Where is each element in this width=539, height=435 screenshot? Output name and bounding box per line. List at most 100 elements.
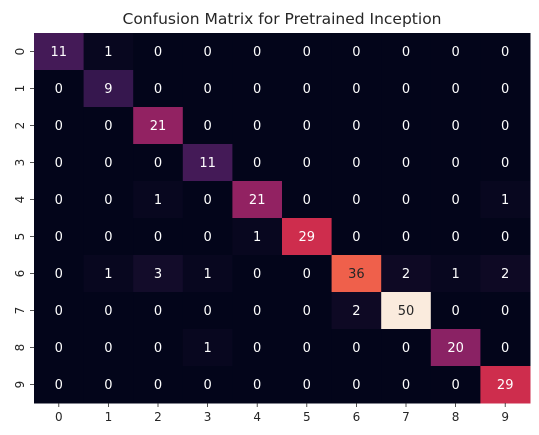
heatmap-cell-4-9	[480, 181, 531, 219]
heatmap-cell-1-1	[83, 70, 134, 108]
cell-value-5-8: 0	[451, 230, 459, 245]
heatmap-cell-9-4	[232, 366, 283, 404]
cell-value-0-9: 0	[501, 45, 509, 60]
heatmap-cell-8-1	[83, 329, 134, 367]
heatmap-cell-9-8	[430, 366, 481, 404]
cell-value-9-9: 29	[497, 378, 514, 393]
heatmap-cell-8-7	[381, 329, 432, 367]
heatmap-cell-0-5	[282, 33, 333, 71]
heatmap-cell-3-0	[34, 144, 85, 182]
heatmap-cell-8-4	[232, 329, 283, 367]
y-tick-label-7: 7	[13, 307, 27, 315]
cell-value-3-0: 0	[55, 156, 63, 171]
cell-value-7-9: 0	[501, 304, 509, 319]
heatmap-cell-7-1	[83, 292, 134, 330]
heatmap-cell-7-2	[133, 292, 184, 330]
heatmap-cell-6-3	[182, 255, 233, 293]
cell-value-2-6: 0	[352, 119, 360, 134]
cell-value-5-1: 0	[104, 230, 112, 245]
heatmap-cell-9-2	[133, 366, 184, 404]
cell-value-3-1: 0	[104, 156, 112, 171]
heatmap-cell-2-3	[182, 107, 233, 145]
heatmap-cell-9-3	[182, 366, 233, 404]
cell-value-5-4: 1	[253, 230, 261, 245]
cell-value-9-4: 0	[253, 378, 261, 393]
cell-value-6-4: 0	[253, 267, 261, 282]
cell-value-4-3: 0	[203, 193, 211, 208]
x-tick-label-5: 5	[303, 410, 311, 424]
cell-value-2-4: 0	[253, 119, 261, 134]
x-tick-label-9: 9	[501, 410, 509, 424]
heatmap-cell-5-2	[133, 218, 184, 256]
cell-value-7-8: 0	[451, 304, 459, 319]
heatmap-cell-6-1	[83, 255, 134, 293]
heatmap-cell-4-5	[282, 181, 333, 219]
heatmap-cell-5-5	[282, 218, 333, 256]
heatmap-cell-6-2	[133, 255, 184, 293]
heatmap-cell-3-3	[182, 144, 233, 182]
chart-title: Confusion Matrix for Pretrained Inceptio…	[123, 10, 442, 28]
heatmap-cell-6-8	[430, 255, 481, 293]
cell-value-4-2: 1	[154, 193, 162, 208]
heatmap-cell-4-0	[34, 181, 85, 219]
y-tick-label-2: 2	[13, 122, 27, 130]
cell-value-3-9: 0	[501, 156, 509, 171]
x-axis-ticks: 0 1 2 3 4 5 6 7 8 9	[55, 403, 509, 424]
heatmap-cell-0-2	[133, 33, 184, 71]
cell-value-3-2: 0	[154, 156, 162, 171]
cell-value-3-7: 0	[402, 156, 410, 171]
y-tick-label-0: 0	[13, 48, 27, 56]
x-tick-label-8: 8	[452, 410, 460, 424]
cell-value-8-6: 0	[352, 341, 360, 356]
y-tick-label-8: 8	[13, 344, 27, 352]
cell-value-9-2: 0	[154, 378, 162, 393]
cell-value-5-5: 29	[299, 230, 316, 245]
cell-value-8-2: 0	[154, 341, 162, 356]
heatmap-cell-8-8	[430, 329, 481, 367]
cell-value-1-5: 0	[303, 82, 311, 97]
heatmap-cell-1-9	[480, 70, 531, 108]
cell-value-3-3: 11	[199, 156, 216, 171]
heatmap-cell-3-9	[480, 144, 531, 182]
heatmap-cell-3-8	[430, 144, 481, 182]
cell-value-0-8: 0	[451, 45, 459, 60]
cell-value-5-6: 0	[352, 230, 360, 245]
heatmap-cell-3-1	[83, 144, 134, 182]
cell-value-8-9: 0	[501, 341, 509, 356]
heatmap-cell-5-1	[83, 218, 134, 256]
cell-value-5-9: 0	[501, 230, 509, 245]
x-tick-label-4: 4	[253, 410, 261, 424]
cell-value-2-1: 0	[104, 119, 112, 134]
cell-value-4-0: 0	[55, 193, 63, 208]
heatmap-cell-5-9	[480, 218, 531, 256]
heatmap-cell-0-9	[480, 33, 531, 71]
heatmap-cell-2-6	[331, 107, 382, 145]
cell-value-6-7: 2	[402, 267, 410, 282]
cell-value-9-5: 0	[303, 378, 311, 393]
heatmap-cell-6-6	[331, 255, 382, 293]
cell-value-8-0: 0	[55, 341, 63, 356]
cell-value-3-5: 0	[303, 156, 311, 171]
cell-value-5-7: 0	[402, 230, 410, 245]
heatmap-cell-1-0	[34, 70, 85, 108]
cell-value-7-1: 0	[104, 304, 112, 319]
heatmap-cell-2-4	[232, 107, 283, 145]
heatmap-cell-7-8	[430, 292, 481, 330]
heatmap-cell-7-9	[480, 292, 531, 330]
y-tick-label-5: 5	[13, 233, 27, 241]
cell-value-3-8: 0	[451, 156, 459, 171]
cell-value-0-3: 0	[203, 45, 211, 60]
cell-value-1-1: 9	[104, 82, 112, 97]
cell-value-0-6: 0	[352, 45, 360, 60]
cell-value-1-3: 0	[203, 82, 211, 97]
heatmap-cell-1-6	[331, 70, 382, 108]
heatmap-cell-5-3	[182, 218, 233, 256]
heatmap-cell-9-1	[83, 366, 134, 404]
cell-value-4-7: 0	[402, 193, 410, 208]
cell-value-4-6: 0	[352, 193, 360, 208]
heatmap-cell-2-9	[480, 107, 531, 145]
heatmap-cell-5-6	[331, 218, 382, 256]
heatmap-cell-4-3	[182, 181, 233, 219]
heatmap-cell-1-3	[182, 70, 233, 108]
cell-value-1-2: 0	[154, 82, 162, 97]
